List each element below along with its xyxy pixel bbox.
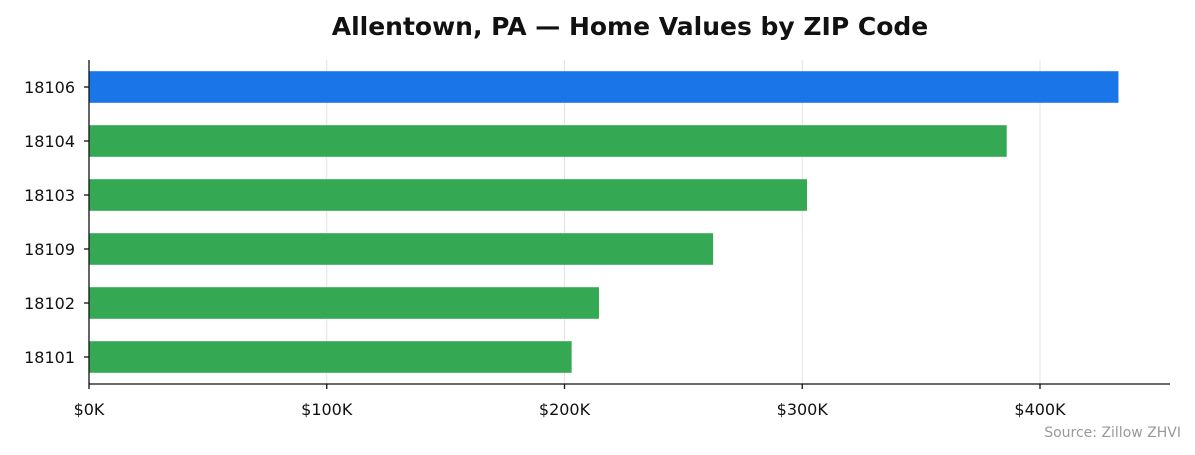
y-tick-label: 18104 (24, 132, 75, 151)
x-tick-label: $200K (539, 400, 591, 419)
x-tick-label: $100K (301, 400, 353, 419)
bar-18101 (89, 341, 572, 373)
y-tick-label: 18101 (24, 348, 75, 367)
bars (89, 71, 1119, 373)
bar-18109 (89, 233, 714, 265)
y-tick-label: 18109 (24, 240, 75, 259)
bar-18104 (89, 125, 1007, 157)
x-tick-label: $400K (1014, 400, 1066, 419)
x-tick-labels: $0K $100K $200K $300K $400K (74, 384, 1066, 419)
source-note: Source: Zillow ZHVI (1044, 425, 1181, 441)
y-tick-label: 18102 (24, 294, 75, 313)
y-tick-label: 18103 (24, 186, 75, 205)
y-tick-labels: 18106 18104 18103 18109 18102 18101 (24, 78, 89, 367)
x-tick-label: $300K (777, 400, 829, 419)
bar-18103 (89, 179, 808, 211)
bar-18106 (89, 71, 1119, 103)
bar-18102 (89, 287, 599, 319)
gridlines (326, 60, 1041, 384)
x-tick-label: $0K (74, 400, 105, 419)
chart-title: Allentown, PA — Home Values by ZIP Code (332, 12, 929, 41)
y-tick-label: 18106 (24, 78, 75, 97)
